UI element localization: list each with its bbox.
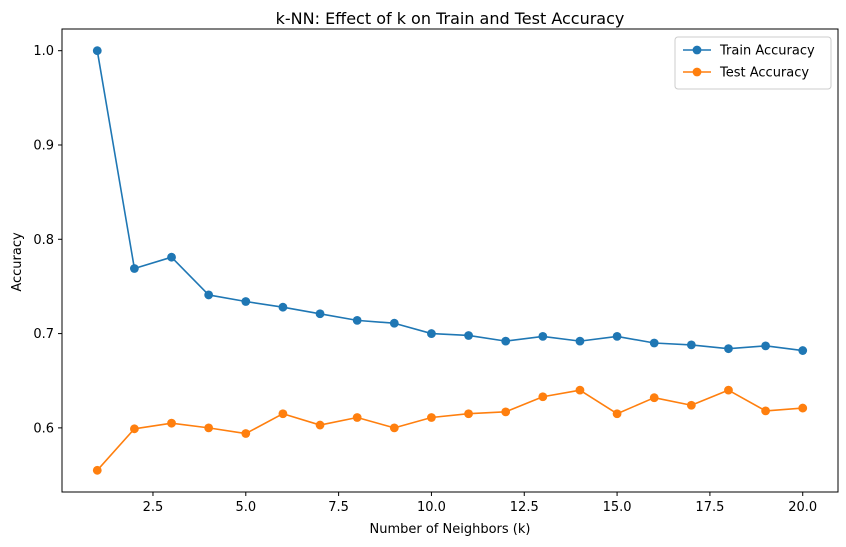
y-tick-label: 1.0 [33,44,54,59]
data-point [538,332,548,341]
x-tick-label: 10.0 [417,500,446,515]
x-tick-label: 12.5 [510,500,539,515]
x-tick-label: 2.5 [143,500,164,515]
legend-frame [674,36,832,90]
chart-title: k-NN: Effect of k on Train and Test Accu… [276,9,625,28]
y-tick-label: 0.7 [33,327,54,342]
data-point [464,331,473,340]
data-point [798,403,808,413]
series-test-accuracy [92,385,808,475]
data-point [204,423,214,433]
data-point [427,329,436,338]
y-tick-label: 0.6 [33,421,54,436]
data-point [575,385,585,395]
data-point [278,302,288,312]
series-layer [92,46,808,475]
data-point [612,332,622,341]
data-point [389,318,399,328]
y-tick-label: 0.9 [33,138,54,153]
data-point [612,409,622,419]
axes-frame [61,28,839,493]
data-point [167,418,176,428]
data-point [686,340,696,350]
legend: Train Accuracy Test Accuracy [674,36,832,90]
data-point [92,46,102,56]
data-point [761,341,770,351]
legend-label: Test Accuracy [719,66,809,81]
x-tick-label: 7.5 [328,500,349,515]
data-point [501,336,511,346]
data-point [724,344,733,354]
x-tick-label: 5.0 [235,500,256,515]
data-point [315,420,325,430]
legend-label: Train Accuracy [719,44,815,59]
data-point [352,413,362,422]
series-train-accuracy [92,46,808,355]
y-axis-label: Accuracy [10,232,25,292]
data-point [278,409,288,419]
data-point [204,290,214,300]
x-tick-label: 15.0 [603,500,632,515]
data-point [724,385,733,395]
data-point [241,429,251,438]
data-point [761,406,770,416]
data-point [501,407,511,417]
series-line [96,389,803,471]
data-point [389,423,399,433]
data-point [649,338,659,348]
data-point [464,409,473,419]
data-point [352,315,362,325]
x-tick-label: 20.0 [788,500,817,515]
x-tick-label: 17.5 [695,500,724,515]
legend-marker [692,45,702,55]
data-point [798,346,808,355]
data-point [649,393,659,403]
data-point [130,264,139,273]
y-axis-ticks: 0.6 0.7 0.8 0.9 1.0 [33,44,62,436]
y-tick-label: 0.8 [33,233,54,248]
series-line [96,50,803,352]
data-point [130,424,139,434]
data-point [427,413,436,422]
data-point [538,392,548,402]
data-point [575,336,585,346]
data-point [686,400,696,410]
data-point [92,465,102,475]
plot-area [61,28,839,493]
data-point [167,252,176,262]
x-axis-label: Number of Neighbors (k) [370,522,531,537]
x-axis-ticks: 2.5 5.0 7.5 10.0 12.5 15.0 17.5 20.0 [143,492,817,515]
data-point [315,309,325,319]
data-point [241,297,251,306]
legend-marker [692,67,702,77]
